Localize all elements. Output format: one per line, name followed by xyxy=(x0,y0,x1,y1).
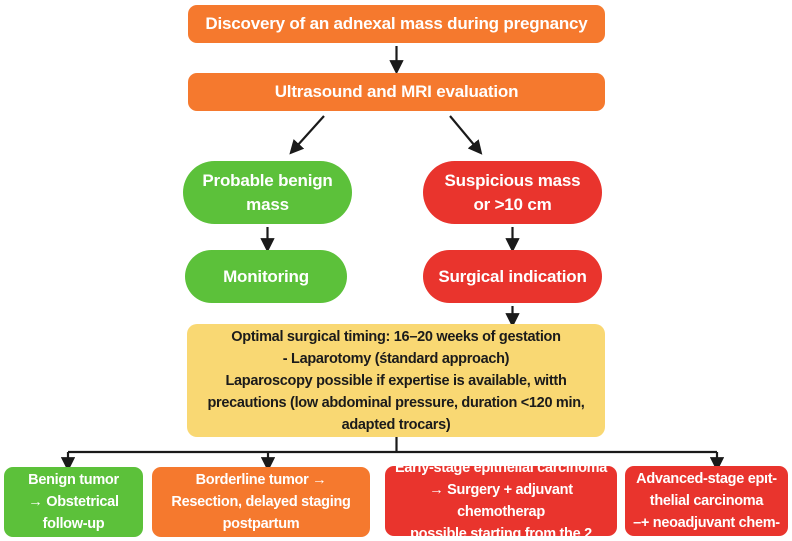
node-evaluation: Ultrasound and MRI evaluation xyxy=(188,73,605,111)
node-early-stage-outcome: Early-stage epithelial carcinoma → Surge… xyxy=(385,460,617,541)
node-surgical-timing: Optimal surgical timing: 16–20 weeks of … xyxy=(187,324,605,437)
node-probable-benign-mass: Probable benign mass xyxy=(183,161,352,224)
arrow-evaluation-to-benign xyxy=(289,115,325,155)
arrow-evaluation-to-suspicious xyxy=(449,115,483,155)
node-discovery: Discovery of an adnexal mass during preg… xyxy=(188,5,605,43)
node-benign-tumor-outcome: Benign tumor → Obstetrical follow-up xyxy=(4,467,143,537)
node-suspicious-mass: Suspicious mass or >10 cm xyxy=(423,161,602,224)
branch-connector-line xyxy=(68,437,717,454)
node-borderline-tumor-outcome: Borderline tumor → Resection, delayed st… xyxy=(152,467,370,537)
node-monitoring: Monitoring xyxy=(185,250,347,303)
node-advanced-stage-outcome: Advanced-stage epıt- thelial carcinoma –… xyxy=(625,466,788,536)
node-surgical-indication: Surgical indication xyxy=(423,250,602,303)
